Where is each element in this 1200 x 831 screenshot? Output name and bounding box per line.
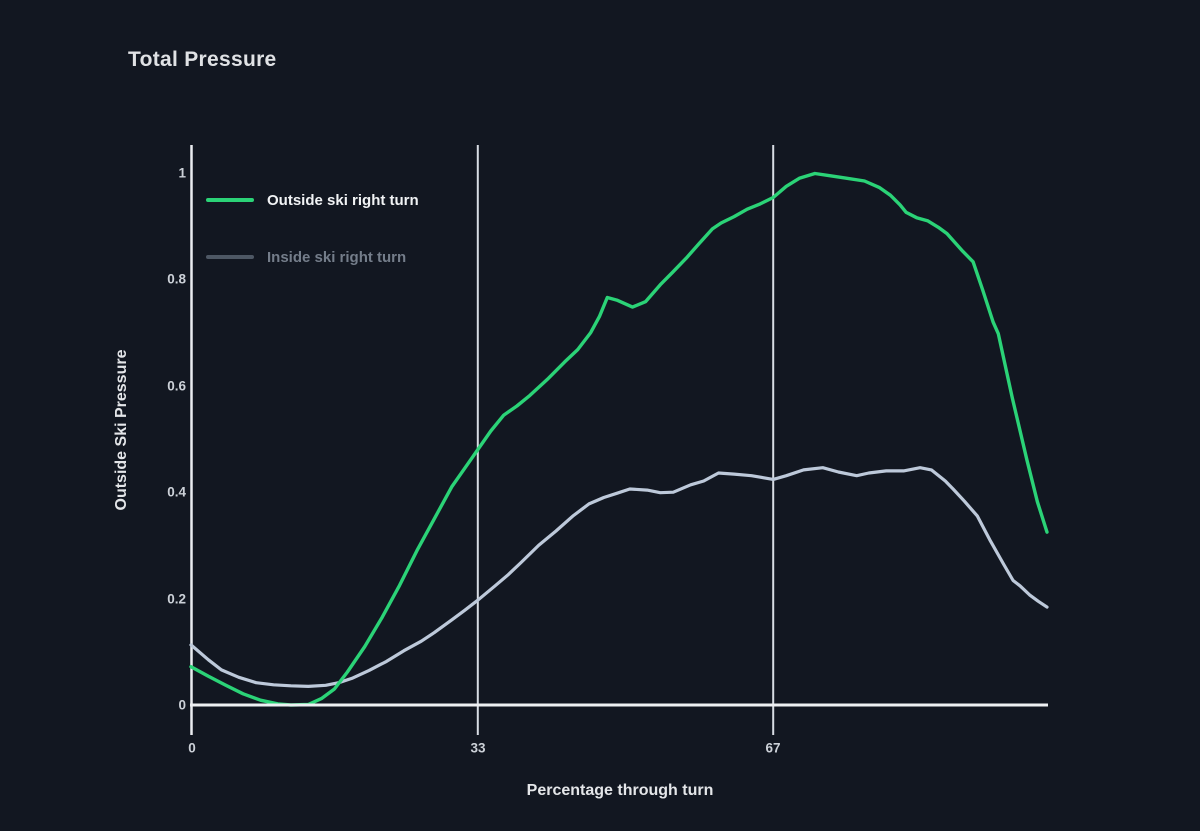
x-axis-title: Percentage through turn bbox=[526, 782, 714, 799]
outside-ski-line bbox=[189, 171, 1049, 707]
legend-item-inside[interactable]: Inside ski right turn bbox=[206, 247, 419, 267]
y-tick-0-8: 0.8 bbox=[167, 271, 186, 287]
y-axis-title: Outside Ski Pressure bbox=[113, 349, 130, 511]
y-tick-0-6: 0.6 bbox=[167, 378, 186, 393]
outside-line-swatch-icon bbox=[206, 198, 254, 202]
x-tick-67: 67 bbox=[765, 740, 781, 756]
y-tick-0: 0 bbox=[178, 697, 186, 713]
legend-label-outside: Outside ski right turn bbox=[267, 191, 419, 209]
x-tick-0: 0 bbox=[188, 740, 196, 756]
inside-ski-line bbox=[189, 466, 1049, 689]
inside-line-swatch-icon bbox=[206, 255, 254, 259]
x-tick-33: 33 bbox=[470, 740, 486, 756]
chart-title: Total Pressure bbox=[128, 48, 277, 71]
y-tick-0-4: 0.4 bbox=[167, 484, 186, 500]
legend: Outside ski right turn Inside ski right … bbox=[206, 190, 419, 267]
y-tick-0-2: 0.2 bbox=[167, 591, 186, 606]
legend-item-outside[interactable]: Outside ski right turn bbox=[206, 190, 419, 210]
y-tick-1: 1 bbox=[178, 165, 186, 181]
legend-label-inside: Inside ski right turn bbox=[267, 248, 407, 266]
